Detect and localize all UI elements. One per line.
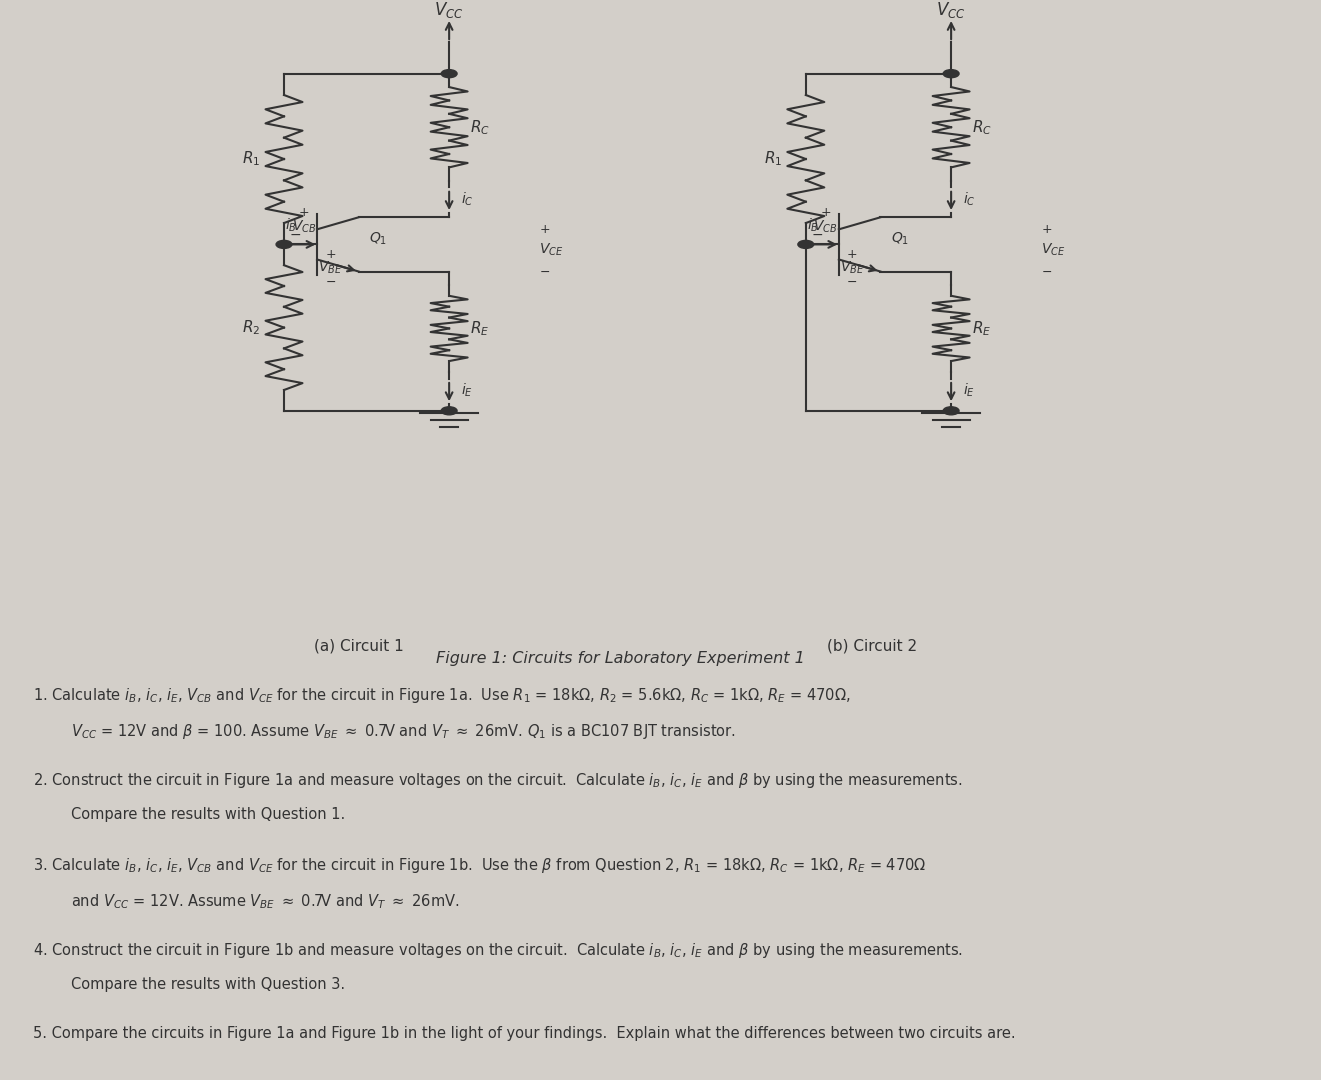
Text: $i_C$: $i_C$: [963, 191, 976, 208]
Circle shape: [943, 69, 959, 78]
Text: $i_E$: $i_E$: [461, 382, 473, 400]
Circle shape: [943, 407, 959, 415]
Text: $i_E$: $i_E$: [963, 382, 975, 400]
Text: $Q_1$: $Q_1$: [890, 231, 909, 247]
Text: $-$: $-$: [847, 275, 857, 288]
Text: $-$: $-$: [289, 227, 301, 241]
Text: (b) Circuit 2: (b) Circuit 2: [827, 638, 917, 653]
Text: $R_1$: $R_1$: [242, 150, 260, 168]
Text: $i_C$: $i_C$: [461, 191, 474, 208]
Text: $V_{CC}$ = 12V and $\beta$ = 100. Assume $V_{BE}$ $\approx$ 0.7V and $V_T$ $\app: $V_{CC}$ = 12V and $\beta$ = 100. Assume…: [71, 723, 736, 741]
Text: $V_{BE}$: $V_{BE}$: [840, 259, 864, 275]
Text: $+$: $+$: [1041, 224, 1053, 237]
Text: $V_{CB}$: $V_{CB}$: [814, 218, 838, 235]
Text: $-$: $-$: [539, 265, 550, 278]
Text: $R_E$: $R_E$: [972, 319, 992, 338]
Text: $+$: $+$: [539, 224, 551, 237]
Text: $i_B$: $i_B$: [285, 216, 297, 233]
Text: $V_{CC}$: $V_{CC}$: [937, 0, 966, 21]
Text: Figure 1: Circuits for Laboratory Experiment 1: Figure 1: Circuits for Laboratory Experi…: [436, 651, 806, 666]
Text: $V_{CE}$: $V_{CE}$: [539, 242, 563, 258]
Text: $R_C$: $R_C$: [972, 118, 992, 136]
Text: Compare the results with Question 1.: Compare the results with Question 1.: [71, 808, 345, 822]
Text: $+$: $+$: [299, 206, 309, 219]
Text: $-$: $-$: [325, 275, 336, 288]
Text: (a) Circuit 1: (a) Circuit 1: [314, 638, 404, 653]
Text: $+$: $+$: [847, 247, 857, 260]
Text: $i_B$: $i_B$: [807, 216, 819, 233]
Text: $Q_1$: $Q_1$: [369, 231, 387, 247]
Text: $-$: $-$: [811, 227, 823, 241]
Text: $R_C$: $R_C$: [470, 118, 490, 136]
Circle shape: [276, 241, 292, 248]
Text: $V_{CB}$: $V_{CB}$: [292, 218, 316, 235]
Text: Compare the results with Question 3.: Compare the results with Question 3.: [71, 977, 345, 993]
Circle shape: [441, 407, 457, 415]
Text: $R_2$: $R_2$: [242, 319, 260, 337]
Text: 2. Construct the circuit in Figure 1a and measure voltages on the circuit.  Calc: 2. Construct the circuit in Figure 1a an…: [33, 771, 963, 789]
Text: 5. Compare the circuits in Figure 1a and Figure 1b in the light of your findings: 5. Compare the circuits in Figure 1a and…: [33, 1026, 1016, 1041]
Text: 4. Construct the circuit in Figure 1b and measure voltages on the circuit.  Calc: 4. Construct the circuit in Figure 1b an…: [33, 941, 963, 960]
Text: $+$: $+$: [820, 206, 831, 219]
Text: 1. Calculate $i_B$, $i_C$, $i_E$, $V_{CB}$ and $V_{CE}$ for the circuit in Figur: 1. Calculate $i_B$, $i_C$, $i_E$, $V_{CB…: [33, 686, 851, 705]
Text: 3. Calculate $i_B$, $i_C$, $i_E$, $V_{CB}$ and $V_{CE}$ for the circuit in Figur: 3. Calculate $i_B$, $i_C$, $i_E$, $V_{CB…: [33, 855, 926, 875]
Text: and $V_{CC}$ = 12V. Assume $V_{BE}$ $\approx$ 0.7V and $V_T$ $\approx$ 26mV.: and $V_{CC}$ = 12V. Assume $V_{BE}$ $\ap…: [71, 892, 460, 912]
Text: $V_{CE}$: $V_{CE}$: [1041, 242, 1065, 258]
Text: $R_E$: $R_E$: [470, 319, 490, 338]
Circle shape: [798, 241, 814, 248]
Text: $R_1$: $R_1$: [764, 150, 782, 168]
Text: $+$: $+$: [325, 247, 336, 260]
Circle shape: [441, 69, 457, 78]
Text: $V_{BE}$: $V_{BE}$: [318, 259, 342, 275]
Text: $V_{CC}$: $V_{CC}$: [435, 0, 464, 21]
Text: $-$: $-$: [1041, 265, 1052, 278]
